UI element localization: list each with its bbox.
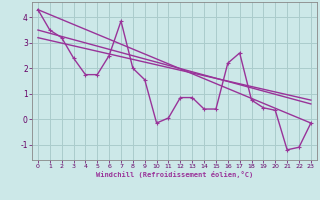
X-axis label: Windchill (Refroidissement éolien,°C): Windchill (Refroidissement éolien,°C) <box>96 171 253 178</box>
